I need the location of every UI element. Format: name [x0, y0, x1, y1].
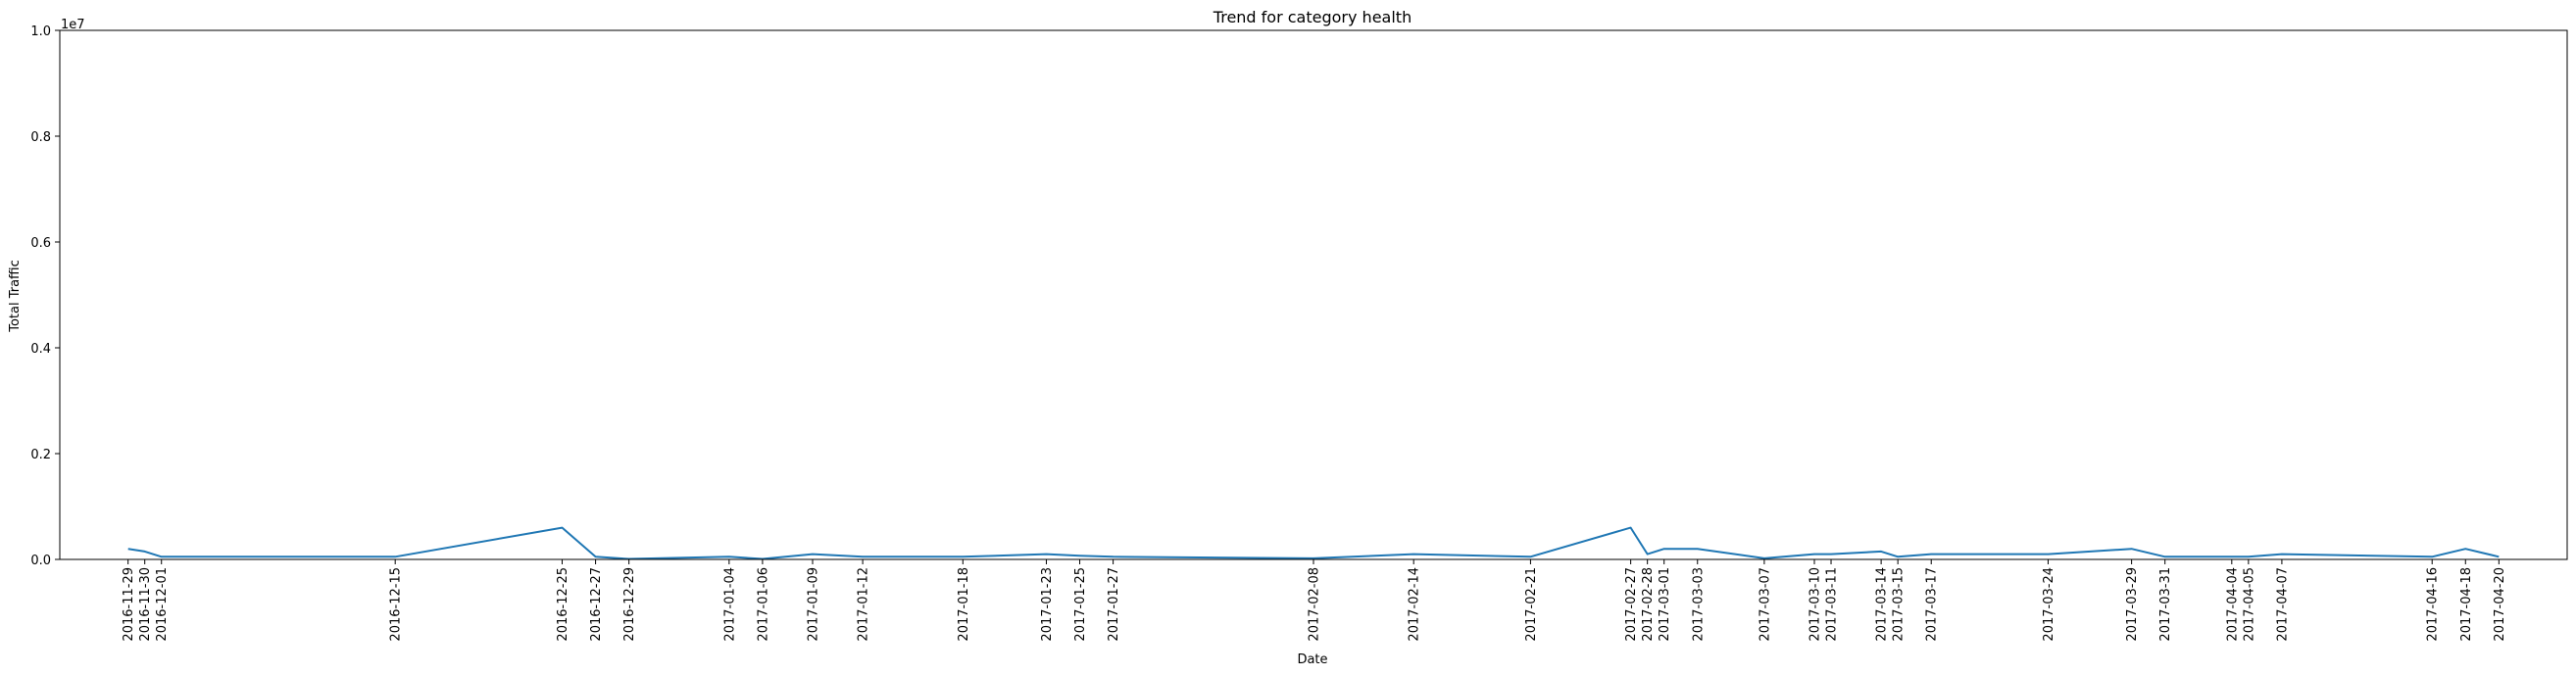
y-tick-label: 0.8 — [30, 130, 51, 145]
x-tick-label: 2017-02-08 — [1308, 567, 1322, 642]
x-tick-label: 2017-03-10 — [1808, 567, 1822, 642]
x-tick-label: 2016-12-15 — [389, 567, 404, 642]
x-tick-label: 2016-12-29 — [622, 567, 637, 642]
plot-area — [127, 526, 2500, 560]
x-tick-label: 2017-01-04 — [722, 567, 737, 642]
x-tick-label: 2016-11-30 — [138, 567, 153, 642]
x-tick-label: 2017-04-05 — [2242, 567, 2256, 642]
x-tick-label: 2017-04-18 — [2459, 567, 2474, 642]
x-tick-label: 2017-01-06 — [756, 567, 770, 642]
x-tick-label: 2016-12-27 — [589, 567, 604, 642]
y-tick-label: 0.2 — [30, 448, 51, 462]
x-tick-label: 2017-01-12 — [857, 567, 871, 642]
x-tick-label: 2017-04-20 — [2493, 567, 2507, 642]
x-tick-label: 2017-02-28 — [1641, 567, 1656, 642]
y-tick-label: 0.6 — [30, 236, 51, 251]
x-tick-label: 2017-03-17 — [1925, 567, 1940, 642]
x-tick-label: 2017-01-27 — [1107, 567, 1121, 642]
x-tick-label: 2017-02-21 — [1524, 567, 1539, 642]
y-tick-label: 1.0 — [30, 24, 51, 39]
x-axis: 2016-11-29 2016-11-30 2016-12-01 2016-12-15… — [122, 559, 2507, 642]
x-tick-label: 2017-02-27 — [1624, 567, 1639, 642]
x-tick-label: 2017-01-23 — [1040, 567, 1055, 642]
x-tick-label: 2017-03-01 — [1658, 567, 1672, 642]
x-tick-label: 2017-03-03 — [1691, 567, 1706, 642]
x-tick-label: 2017-03-14 — [1875, 567, 1890, 642]
x-tick-label: 2016-12-25 — [556, 567, 570, 642]
x-tick-label: 2017-02-14 — [1408, 567, 1422, 642]
x-tick-label: 2017-03-11 — [1825, 567, 1840, 642]
x-tick-label: 2016-11-29 — [122, 567, 136, 642]
y-tick-label: 0.0 — [30, 554, 51, 568]
x-tick-label: 2017-03-29 — [2125, 567, 2140, 642]
x-tick-label: 2017-04-07 — [2275, 567, 2290, 642]
x-tick-label: 2017-03-15 — [1892, 567, 1907, 642]
x-tick-label: 2017-01-09 — [807, 567, 821, 642]
x-tick-label: 2016-12-01 — [155, 567, 170, 642]
y-tick-label: 0.4 — [30, 342, 51, 357]
y-axis: 0.0 0.2 0.4 0.6 0.8 1.0 — [30, 24, 60, 568]
plot-frame — [59, 29, 2568, 560]
x-tick-label: 2017-01-18 — [957, 567, 971, 642]
x-tick-label: 2017-03-07 — [1758, 567, 1772, 642]
x-tick-label: 2017-01-25 — [1073, 567, 1088, 642]
x-axis-label: Date — [1297, 652, 1327, 667]
series-line — [127, 526, 2500, 560]
x-tick-label: 2017-03-31 — [2158, 567, 2173, 642]
x-tick-label: 2017-04-04 — [2225, 567, 2240, 642]
x-tick-label: 2017-04-16 — [2426, 567, 2441, 642]
chart-title: Trend for category health — [1213, 8, 1412, 26]
x-tick-label: 2017-03-24 — [2042, 567, 2056, 642]
y-axis-label: Total Traffic — [8, 260, 23, 333]
y-axis-offset-label: 1e7 — [61, 18, 85, 32]
